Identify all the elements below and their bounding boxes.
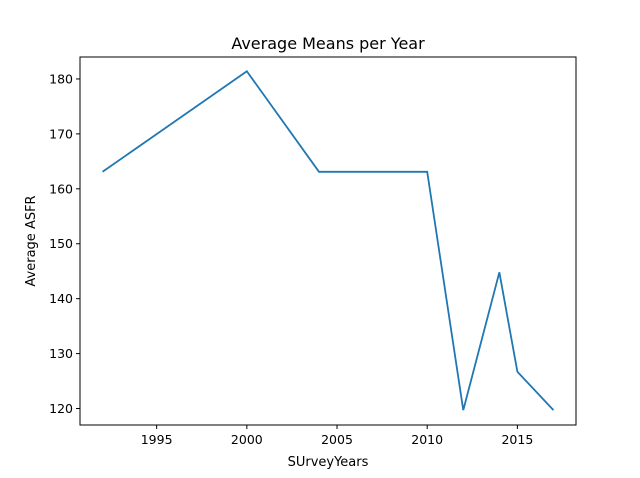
plot-area [80,57,576,425]
series-group [102,70,555,411]
x-axis-label: SUrveyYears [288,455,369,470]
y-tick-label: 170 [49,126,73,141]
x-tick-label: 1995 [141,432,173,447]
y-tick-label: 150 [49,236,73,251]
y-tick-label: 120 [49,401,73,416]
y-tick-label: 130 [49,346,73,361]
y-tick-label: 140 [49,291,73,306]
y-tick-label: 160 [49,181,73,196]
chart-title: Average Means per Year [231,34,425,53]
x-tick-label: 2010 [411,432,443,447]
y-tick-label: 180 [49,71,73,86]
series-line [102,70,555,411]
x-tick-label: 2005 [321,432,353,447]
x-tick-label: 2015 [501,432,533,447]
plot-frame [79,56,577,426]
y-axis-label: Average ASFR [24,195,39,286]
x-tick-label: 2000 [231,432,263,447]
tick-group: 1995 2000 2005 2010 2015 120 130 140 150 160 170 18… [49,71,533,447]
